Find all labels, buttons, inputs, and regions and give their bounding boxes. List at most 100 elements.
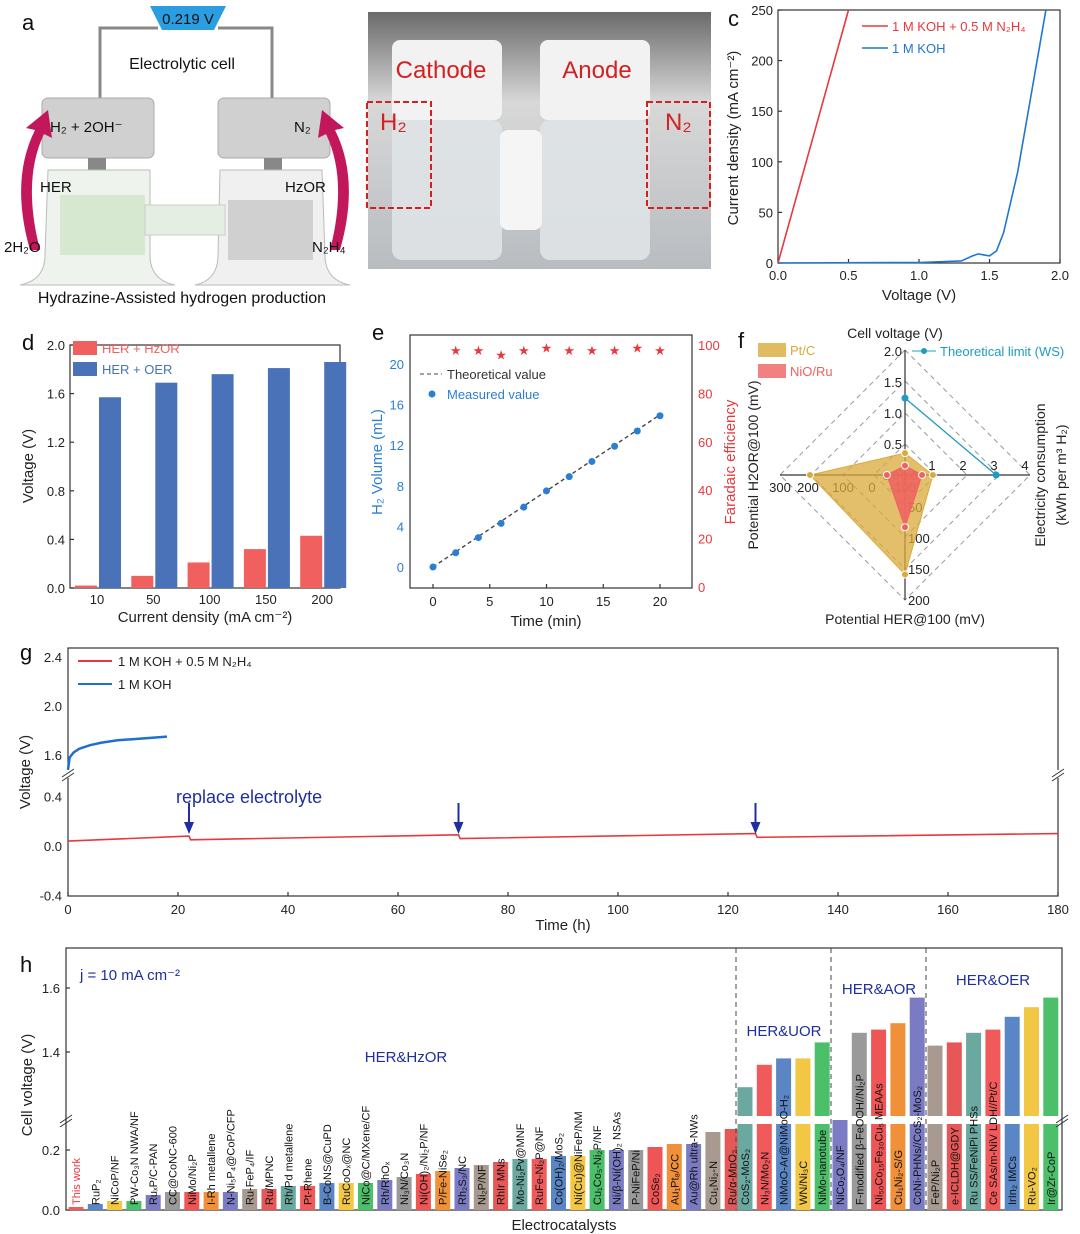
bar-label-h: RuₓP/C-PAN bbox=[148, 1143, 160, 1205]
bar-label-h: P/Fe-NiSe₂ bbox=[438, 1150, 450, 1205]
her-label: HER bbox=[40, 179, 72, 196]
bar-label-h: Ni/β-Ni(OH)₂ NSAs bbox=[611, 1111, 623, 1205]
radar-point bbox=[882, 471, 891, 479]
axis-break-g bbox=[60, 770, 1070, 778]
y-axis-label-h: Cell voltage (V) bbox=[19, 1034, 36, 1137]
bar-label-h: Ni₃N/Co₃N bbox=[399, 1153, 411, 1205]
legend-label-f-0: Pt/C bbox=[790, 343, 815, 358]
radar-tick-elec: 1 bbox=[928, 458, 935, 473]
bar-d bbox=[211, 374, 234, 588]
y-tick-label-e: 20 bbox=[390, 357, 404, 372]
theoretical-limit-line bbox=[904, 397, 997, 476]
series-line-g-1 bbox=[66, 735, 168, 770]
y-tick-label-d: 1.2 bbox=[47, 435, 65, 450]
bar-label-h: B-CoNS@CuPD bbox=[322, 1124, 334, 1205]
x-axis-label-c: Voltage (V) bbox=[882, 287, 956, 304]
panel-label-f: f bbox=[738, 328, 745, 353]
bar-label-h: Cu₁Ni₂-N bbox=[708, 1161, 720, 1205]
bar-h-upper bbox=[871, 1029, 887, 1116]
y-tick-label-g: 1.6 bbox=[44, 748, 62, 763]
bar-d bbox=[300, 535, 323, 588]
radar-tick-hzor: 300 bbox=[769, 480, 791, 495]
bar-h-upper bbox=[966, 1032, 982, 1116]
bar-h-lower bbox=[890, 1124, 906, 1210]
cathode-electrolyte bbox=[60, 195, 145, 255]
replace-electrolyte-annotation: replace electrolyte bbox=[176, 787, 322, 807]
x-tick-label-g: 100 bbox=[607, 902, 629, 917]
y-tick-label-c: 0 bbox=[766, 256, 773, 271]
y-tick-label-c: 200 bbox=[751, 54, 773, 69]
bar-h bbox=[358, 1183, 373, 1210]
bar-h bbox=[126, 1201, 142, 1210]
y-tick-label-e: 8 bbox=[397, 479, 404, 494]
theoretical-limit-point bbox=[992, 471, 1000, 479]
cell-photo: Cathode Anode H₂ N₂ bbox=[366, 12, 711, 269]
x-tick-label-e: 10 bbox=[539, 594, 553, 609]
x-tick-label-d: 50 bbox=[146, 592, 160, 607]
x-tick-label-c: 2.0 bbox=[1051, 268, 1069, 283]
bar-label-h: FeP/Ni₂P bbox=[930, 1160, 942, 1205]
bar-label-h: CC@CoNC-600 bbox=[168, 1126, 180, 1205]
y2-tick-label-e: 40 bbox=[698, 483, 712, 498]
bar-h bbox=[280, 1186, 296, 1210]
plot-frame-e bbox=[409, 334, 693, 589]
fe-star-e: ★ bbox=[563, 343, 575, 358]
bar-label-h: NiMoO-Ar@NiMoO-H₂ bbox=[779, 1095, 791, 1205]
y-tick-label-e: 4 bbox=[397, 519, 404, 534]
connecting-bridge bbox=[144, 204, 226, 236]
bar-h-upper bbox=[909, 997, 925, 1116]
radar-axis-label-her: Potential HER@100 (mV) bbox=[825, 611, 985, 627]
panel-label-c: c bbox=[728, 6, 739, 31]
bar-h bbox=[435, 1171, 451, 1210]
bar-label-h: PW-Co₃N NWA/NF bbox=[129, 1111, 141, 1205]
series-line-c-0 bbox=[777, 9, 850, 264]
arrow-head-icon bbox=[453, 822, 464, 834]
y-tick-label-e: 16 bbox=[390, 398, 404, 413]
y-tick-label-g: -0.4 bbox=[40, 889, 62, 904]
bar-label-h: Ce SAs/m-NiV LDH//Pt/C bbox=[988, 1081, 1000, 1205]
y-tick-label-d: 0.4 bbox=[47, 532, 65, 547]
radar-point bbox=[901, 449, 909, 458]
bar-h bbox=[628, 1150, 644, 1210]
bar-h bbox=[396, 1177, 412, 1210]
bar-label-h: I-Rh metallene bbox=[206, 1133, 218, 1205]
voltmeter-icon bbox=[150, 6, 226, 30]
anode-vessel-photo bbox=[540, 120, 650, 260]
y-tick-label-g: 2.0 bbox=[44, 699, 62, 714]
bar-h-upper bbox=[756, 1064, 772, 1116]
x-tick-label-c: 0.5 bbox=[839, 268, 857, 283]
group-label-her-hzor: HER&HzOR bbox=[365, 1049, 448, 1066]
fe-star-e: ★ bbox=[473, 343, 485, 358]
bar-label-h: NiMo/Ni₂P bbox=[187, 1154, 199, 1205]
bar-h-lower bbox=[946, 1124, 962, 1210]
legend-swatch-f-1 bbox=[758, 364, 786, 378]
x-tick-label-e: 15 bbox=[596, 594, 610, 609]
group-label-her-aor: HER&AOR bbox=[842, 981, 916, 998]
x-tick-label-g: 40 bbox=[281, 902, 295, 917]
bar-h-lower bbox=[871, 1124, 887, 1210]
arrow-head-icon bbox=[750, 822, 761, 834]
x-tick-label-d: 100 bbox=[199, 592, 221, 607]
x-tick-label-g: 180 bbox=[1047, 902, 1069, 917]
axis-break-mark-left bbox=[61, 768, 75, 782]
bar-h-upper bbox=[1004, 1016, 1020, 1116]
panel-label-e: e bbox=[372, 320, 384, 345]
bar-label-h: CoS₂-MoS₂ bbox=[740, 1149, 752, 1205]
fe-star-e: ★ bbox=[518, 343, 530, 358]
schematic-caption: Hydrazine-Assisted hydrogen production bbox=[38, 290, 326, 307]
panel-label-h: h bbox=[20, 952, 32, 977]
bar-label-h: NiCo@C/MXene/CF bbox=[361, 1106, 373, 1205]
bar-h-upper bbox=[890, 1023, 906, 1116]
y-tick-label-c: 50 bbox=[759, 205, 773, 220]
hzor-label: HzOR bbox=[285, 179, 326, 196]
bar-label-h: This work bbox=[71, 1157, 83, 1205]
data-point-e bbox=[429, 563, 437, 571]
bar-label-h: Au₁Pt₈/CC bbox=[669, 1154, 681, 1205]
fe-star-e: ★ bbox=[631, 340, 643, 355]
n2-highlight-box bbox=[646, 101, 711, 209]
bar-label-h: Ni₅₀Co₁₅Fe₃₀Cu₅ MEAAs bbox=[874, 1083, 886, 1205]
bar-h-lower bbox=[1024, 1124, 1039, 1210]
radar-axis-label-hzor: Potential H2OR@100 (mV) bbox=[745, 380, 761, 549]
bar-h bbox=[145, 1195, 161, 1210]
y-tick-label-h: 0.0 bbox=[42, 1203, 60, 1218]
